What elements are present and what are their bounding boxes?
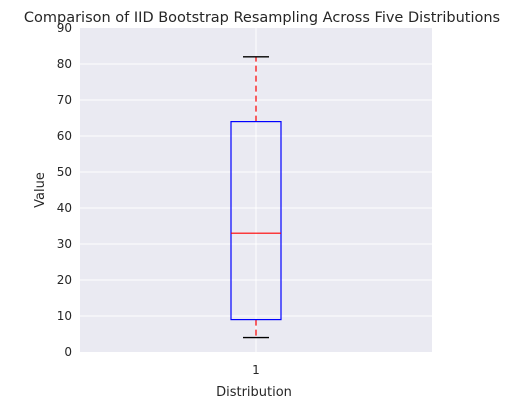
gridlines [80, 28, 432, 352]
y-tick-labels: 0 10 20 30 40 50 60 70 80 90 [57, 21, 72, 359]
x-tick-labels: 1 [252, 363, 260, 377]
y-tick-label: 80 [57, 57, 72, 71]
box-body [230, 120, 282, 321]
boxes [230, 56, 282, 339]
y-tick-label: 70 [57, 93, 72, 107]
y-tick-label: 90 [57, 21, 72, 35]
y-tick-label: 50 [57, 165, 72, 179]
y-tick-label: 20 [57, 273, 72, 287]
chart-title: Comparison of IID Bootstrap Resampling A… [24, 10, 500, 26]
x-tick-label: 1 [252, 363, 260, 377]
y-tick-label: 10 [57, 309, 72, 323]
y-tick-label: 30 [57, 237, 72, 251]
y-axis-label: Value [33, 172, 48, 208]
box-1 [230, 56, 282, 339]
x-axis-label: Distribution [216, 385, 292, 400]
y-tick-label: 0 [64, 345, 72, 359]
y-tick-label: 40 [57, 201, 72, 215]
y-tick-label: 60 [57, 129, 72, 143]
